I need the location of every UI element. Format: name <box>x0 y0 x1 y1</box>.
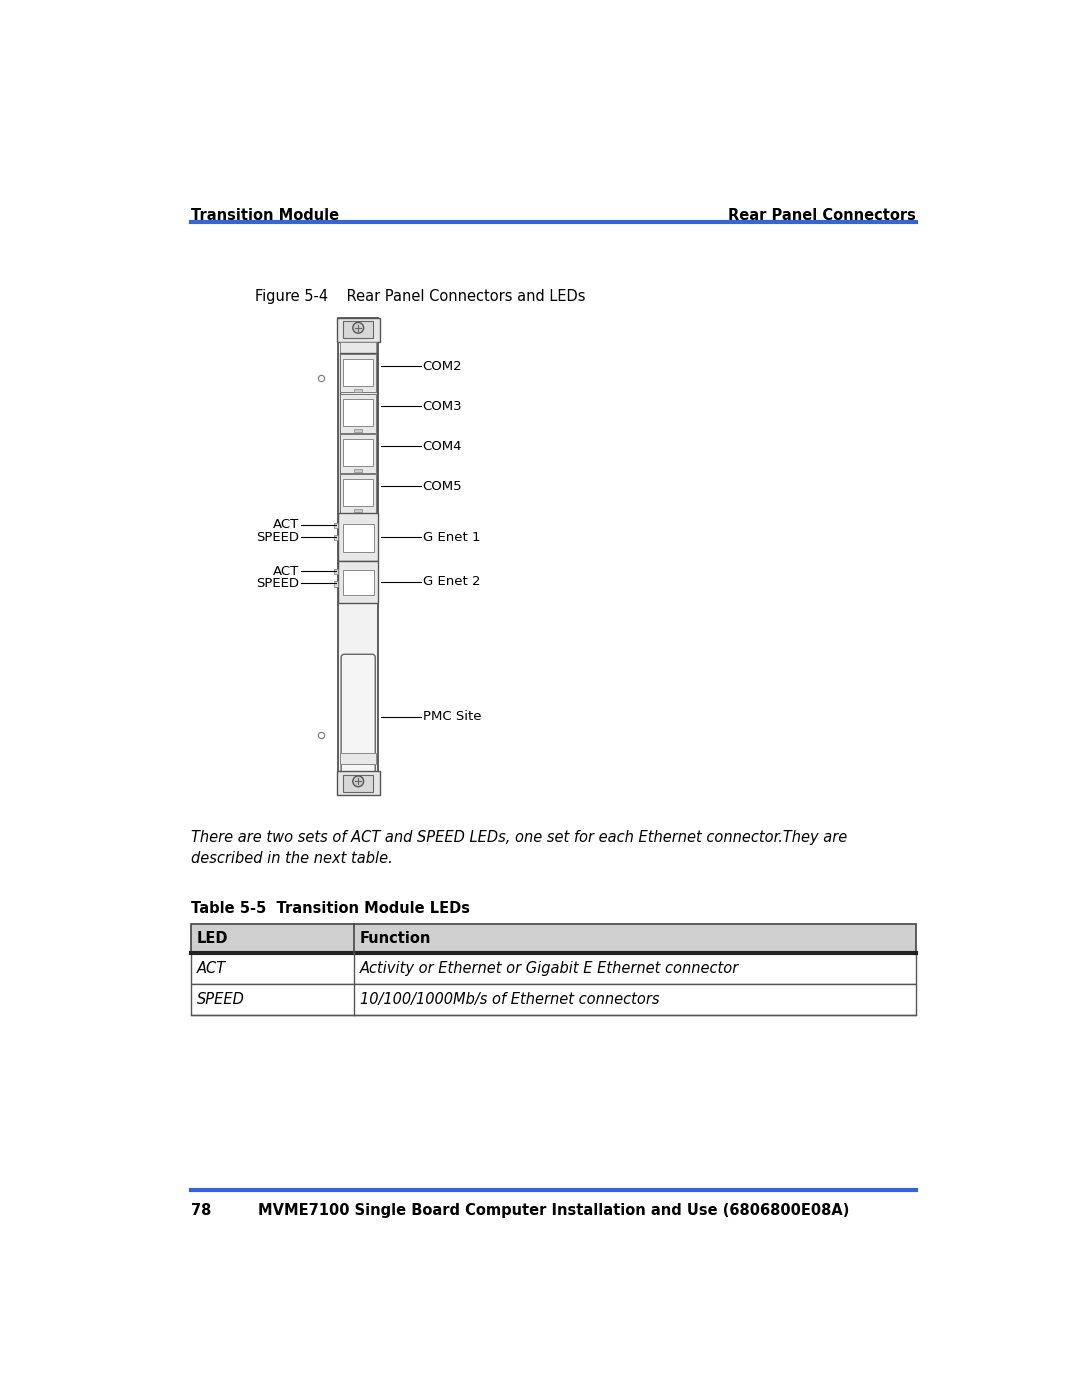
Text: Activity or Ethernet or Gigabit E Ethernet connector: Activity or Ethernet or Gigabit E Ethern… <box>360 961 739 977</box>
Bar <box>354 429 362 432</box>
Bar <box>340 474 376 513</box>
Bar <box>343 321 373 338</box>
Bar <box>334 522 338 528</box>
Bar <box>340 753 376 764</box>
Bar <box>343 479 373 507</box>
Bar <box>191 923 916 953</box>
Text: COM4: COM4 <box>422 440 462 453</box>
Text: Rear Panel Connectors: Rear Panel Connectors <box>728 208 916 222</box>
Bar <box>334 581 338 587</box>
Text: Function: Function <box>360 930 431 946</box>
Bar <box>191 953 916 983</box>
Text: 78: 78 <box>191 1203 212 1218</box>
Bar <box>338 562 378 604</box>
Bar <box>191 923 916 953</box>
Text: SPEED: SPEED <box>256 531 299 543</box>
Text: ACT: ACT <box>273 518 299 531</box>
Text: Transition Module: Transition Module <box>191 208 339 222</box>
Text: COM2: COM2 <box>422 360 462 373</box>
Bar <box>340 353 376 393</box>
Text: SPEED: SPEED <box>256 577 299 590</box>
Bar <box>354 469 362 472</box>
Bar <box>334 535 338 541</box>
Text: 10/100/1000Mb/s of Ethernet connectors: 10/100/1000Mb/s of Ethernet connectors <box>360 992 659 1007</box>
Bar <box>337 771 380 795</box>
Text: There are two sets of ACT and SPEED LEDs, one set for each Ethernet connector.Th: There are two sets of ACT and SPEED LEDs… <box>191 830 847 866</box>
Bar <box>354 388 362 391</box>
Bar <box>191 983 916 1014</box>
Bar <box>191 953 916 983</box>
Text: COM3: COM3 <box>422 400 462 414</box>
Bar <box>343 439 373 467</box>
Bar <box>342 570 374 595</box>
Bar <box>343 775 373 792</box>
FancyBboxPatch shape <box>341 654 375 780</box>
Text: ACT: ACT <box>197 961 226 977</box>
Bar <box>340 394 376 433</box>
Circle shape <box>353 323 364 334</box>
Bar <box>343 359 373 387</box>
Text: COM5: COM5 <box>422 481 462 493</box>
Bar <box>340 342 376 353</box>
Bar <box>339 353 377 513</box>
Text: LED: LED <box>197 930 229 946</box>
Bar <box>338 317 378 795</box>
Text: G Enet 1: G Enet 1 <box>422 531 480 543</box>
Bar <box>340 434 376 472</box>
Bar <box>342 524 374 552</box>
Bar <box>334 569 338 574</box>
Text: G Enet 2: G Enet 2 <box>422 576 480 588</box>
Bar <box>354 509 362 511</box>
Bar <box>338 513 378 562</box>
Text: Table 5-5  Transition Module LEDs: Table 5-5 Transition Module LEDs <box>191 901 470 915</box>
Circle shape <box>353 775 364 787</box>
Bar <box>191 983 916 1014</box>
Text: SPEED: SPEED <box>197 992 245 1007</box>
Bar <box>337 317 380 342</box>
Bar <box>343 398 373 426</box>
Text: MVME7100 Single Board Computer Installation and Use (6806800E08A): MVME7100 Single Board Computer Installat… <box>258 1203 849 1218</box>
Text: Figure 5-4    Rear Panel Connectors and LEDs: Figure 5-4 Rear Panel Connectors and LED… <box>255 289 585 305</box>
Text: ACT: ACT <box>273 564 299 577</box>
Text: PMC Site: PMC Site <box>422 710 481 724</box>
